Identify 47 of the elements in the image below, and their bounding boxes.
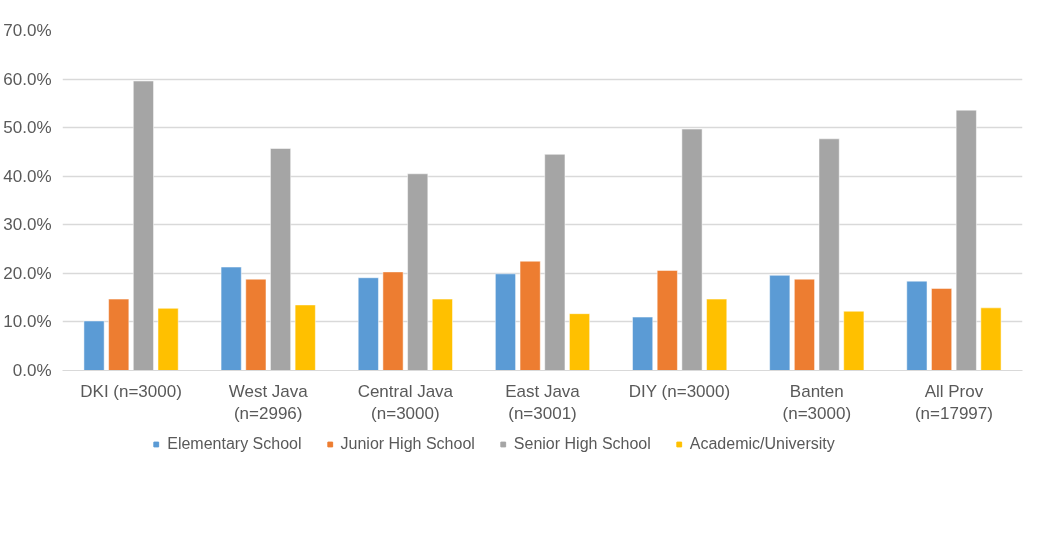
bar [245, 278, 267, 371]
bar [681, 128, 703, 371]
bar [294, 304, 316, 371]
bar [220, 266, 242, 371]
bar [544, 154, 566, 371]
bar [133, 80, 154, 371]
bar [108, 298, 130, 371]
legend-label: Academic/University [689, 435, 835, 453]
bar [569, 313, 590, 371]
legend-label: Elementary School [167, 435, 302, 453]
y-tick-label: 40.0% [3, 166, 52, 186]
legend-label: Senior High School [513, 435, 651, 453]
bar [931, 288, 952, 371]
y-tick-label: 60.0% [3, 69, 52, 89]
legend-label: Junior High School [340, 435, 475, 453]
bar [407, 173, 429, 371]
y-tick-label: 30.0% [3, 215, 52, 235]
bar [495, 273, 516, 371]
bar [980, 307, 1002, 371]
x-tick-label: West Java (n=2996) [228, 381, 309, 424]
x-tick-label: All Prov (n=17997) [914, 381, 993, 424]
x-tick-label: Banten (n=3000) [782, 381, 852, 424]
y-tick-label: 70.0% [3, 21, 52, 40]
bar [955, 109, 977, 371]
x-tick-label: DKI (n=3000) [80, 381, 182, 401]
bar [794, 278, 815, 371]
bar [519, 260, 541, 371]
x-tick-label: East Java (n=3001) [505, 381, 581, 424]
bar [357, 277, 379, 371]
bar [818, 138, 840, 371]
bar [83, 320, 105, 371]
bar [270, 148, 291, 371]
bar [382, 271, 404, 371]
bar [432, 298, 453, 371]
bar [656, 270, 678, 371]
y-tick-label: 20.0% [3, 263, 52, 283]
bar [157, 308, 179, 371]
bar [706, 298, 728, 371]
y-tick-label: 10.0% [3, 312, 52, 332]
bar [843, 310, 865, 371]
x-tick-label: Central Java (n=3000) [357, 381, 454, 424]
x-tick-label: DIY (n=3000) [628, 381, 731, 401]
bar [769, 275, 791, 371]
bar [906, 280, 928, 371]
y-tick-label: 0.0% [12, 361, 52, 380]
bar [632, 316, 653, 371]
y-tick-label: 50.0% [3, 118, 52, 138]
